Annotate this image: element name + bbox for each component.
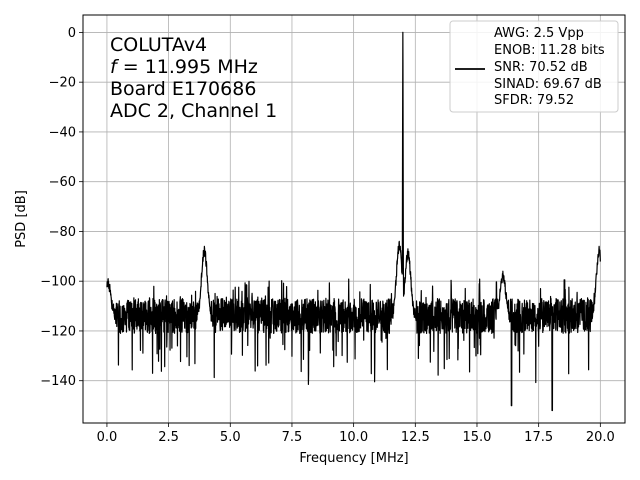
x-tick-label: 10.0 <box>339 430 368 445</box>
x-axis-label: Frequency [MHz] <box>299 451 408 466</box>
annotation-line-channel: ADC 2, Channel 1 <box>110 100 277 122</box>
y-tick-label: −60 <box>49 175 76 190</box>
legend-line-awg: AWG: 2.5 Vpp <box>494 26 584 41</box>
legend: AWG: 2.5 Vpp ENOB: 11.28 bits SNR: 70.52… <box>449 20 619 113</box>
x-tick-label: 12.5 <box>401 430 430 445</box>
y-tick-label: −40 <box>49 125 76 140</box>
y-tick-label: −100 <box>40 275 76 290</box>
y-tick-label: −140 <box>40 374 76 389</box>
legend-box <box>449 20 619 113</box>
x-tick-label: 0.0 <box>97 430 118 445</box>
annotation-line-device: COLUTAv4 <box>110 34 207 56</box>
legend-line-sfdr: SFDR: 79.52 <box>494 93 574 108</box>
y-tick-label: −20 <box>49 76 76 91</box>
y-axis-label: PSD [dB] <box>14 190 29 248</box>
x-tick-label: 15.0 <box>463 430 492 445</box>
legend-line-enob: ENOB: 11.28 bits <box>494 43 605 58</box>
y-tick-label: 0 <box>68 26 76 41</box>
y-axis: 0 −20 −40 −60 −80 −100 −120 −140 <box>40 26 83 389</box>
psd-line <box>106 31 601 412</box>
legend-line-sinad: SINAD: 69.67 dB <box>494 77 602 92</box>
y-tick-label: −120 <box>40 324 76 339</box>
x-tick-label: 20.0 <box>586 430 615 445</box>
x-axis: 0.0 2.5 5.0 7.5 10.0 12.5 15.0 17.5 20.0 <box>97 423 615 445</box>
legend-line-snr: SNR: 70.52 dB <box>494 60 588 75</box>
x-tick-label: 17.5 <box>524 430 553 445</box>
annotation-block: COLUTAv4 f = 11.995 MHz Board E170686 AD… <box>110 34 277 122</box>
x-tick-label: 7.5 <box>282 430 303 445</box>
x-tick-label: 5.0 <box>220 430 241 445</box>
psd-series <box>106 31 601 412</box>
y-tick-label: −80 <box>49 225 76 240</box>
annotation-line-board: Board E170686 <box>110 78 256 100</box>
x-tick-label: 2.5 <box>158 430 179 445</box>
annotation-line-frequency: f = 11.995 MHz <box>110 56 258 78</box>
